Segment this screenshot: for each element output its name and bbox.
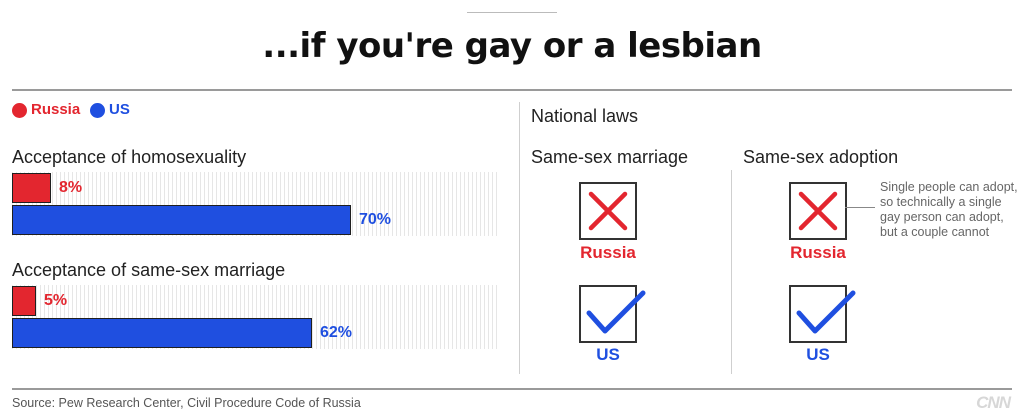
note-leader-line [845, 207, 875, 208]
adoption-russia-x-icon [789, 182, 847, 240]
bar-russia [12, 173, 51, 203]
value-label: 5% [44, 292, 68, 309]
adoption-note: Single people can adopt, so technically … [880, 180, 1018, 239]
bar-us [12, 318, 312, 348]
page-title: ...if you're gay or a lesbian [262, 26, 762, 66]
source-note: Source: Pew Research Center, Civil Proce… [12, 396, 361, 410]
legend-russia-label: Russia [31, 101, 81, 118]
bar-us [12, 205, 351, 235]
marriage-russia-x-icon [579, 182, 637, 240]
top-divider [467, 12, 557, 13]
section-divider [519, 102, 520, 374]
laws-heading: National laws [531, 106, 639, 126]
marriage-heading: Same-sex marriage [531, 147, 689, 167]
value-label: 8% [59, 179, 83, 196]
legend-us-label: US [109, 101, 130, 118]
bar-russia [12, 286, 36, 316]
marriage-us-check-icon [579, 285, 646, 343]
cnn-logo: CNN [976, 393, 1011, 412]
marriage-russia-label: Russia [580, 243, 636, 262]
legend-russia-swatch [12, 103, 27, 118]
adoption-russia-label: Russia [790, 243, 846, 262]
adoption-heading: Same-sex adoption [743, 147, 899, 167]
value-label: 70% [359, 211, 392, 228]
footer-rule [12, 388, 1012, 390]
bar-track [12, 285, 498, 317]
category-label: Acceptance of same-sex marriage [12, 260, 286, 280]
value-label: 62% [320, 324, 353, 341]
adoption-us-label: US [806, 345, 830, 364]
marriage-us-label: US [596, 345, 620, 364]
column-divider [731, 170, 732, 374]
bar-track [12, 172, 498, 204]
header-rule [12, 89, 1012, 91]
adoption-us-check-icon [789, 285, 856, 343]
legend-us-swatch [90, 103, 105, 118]
category-label: Acceptance of homosexuality [12, 147, 247, 167]
